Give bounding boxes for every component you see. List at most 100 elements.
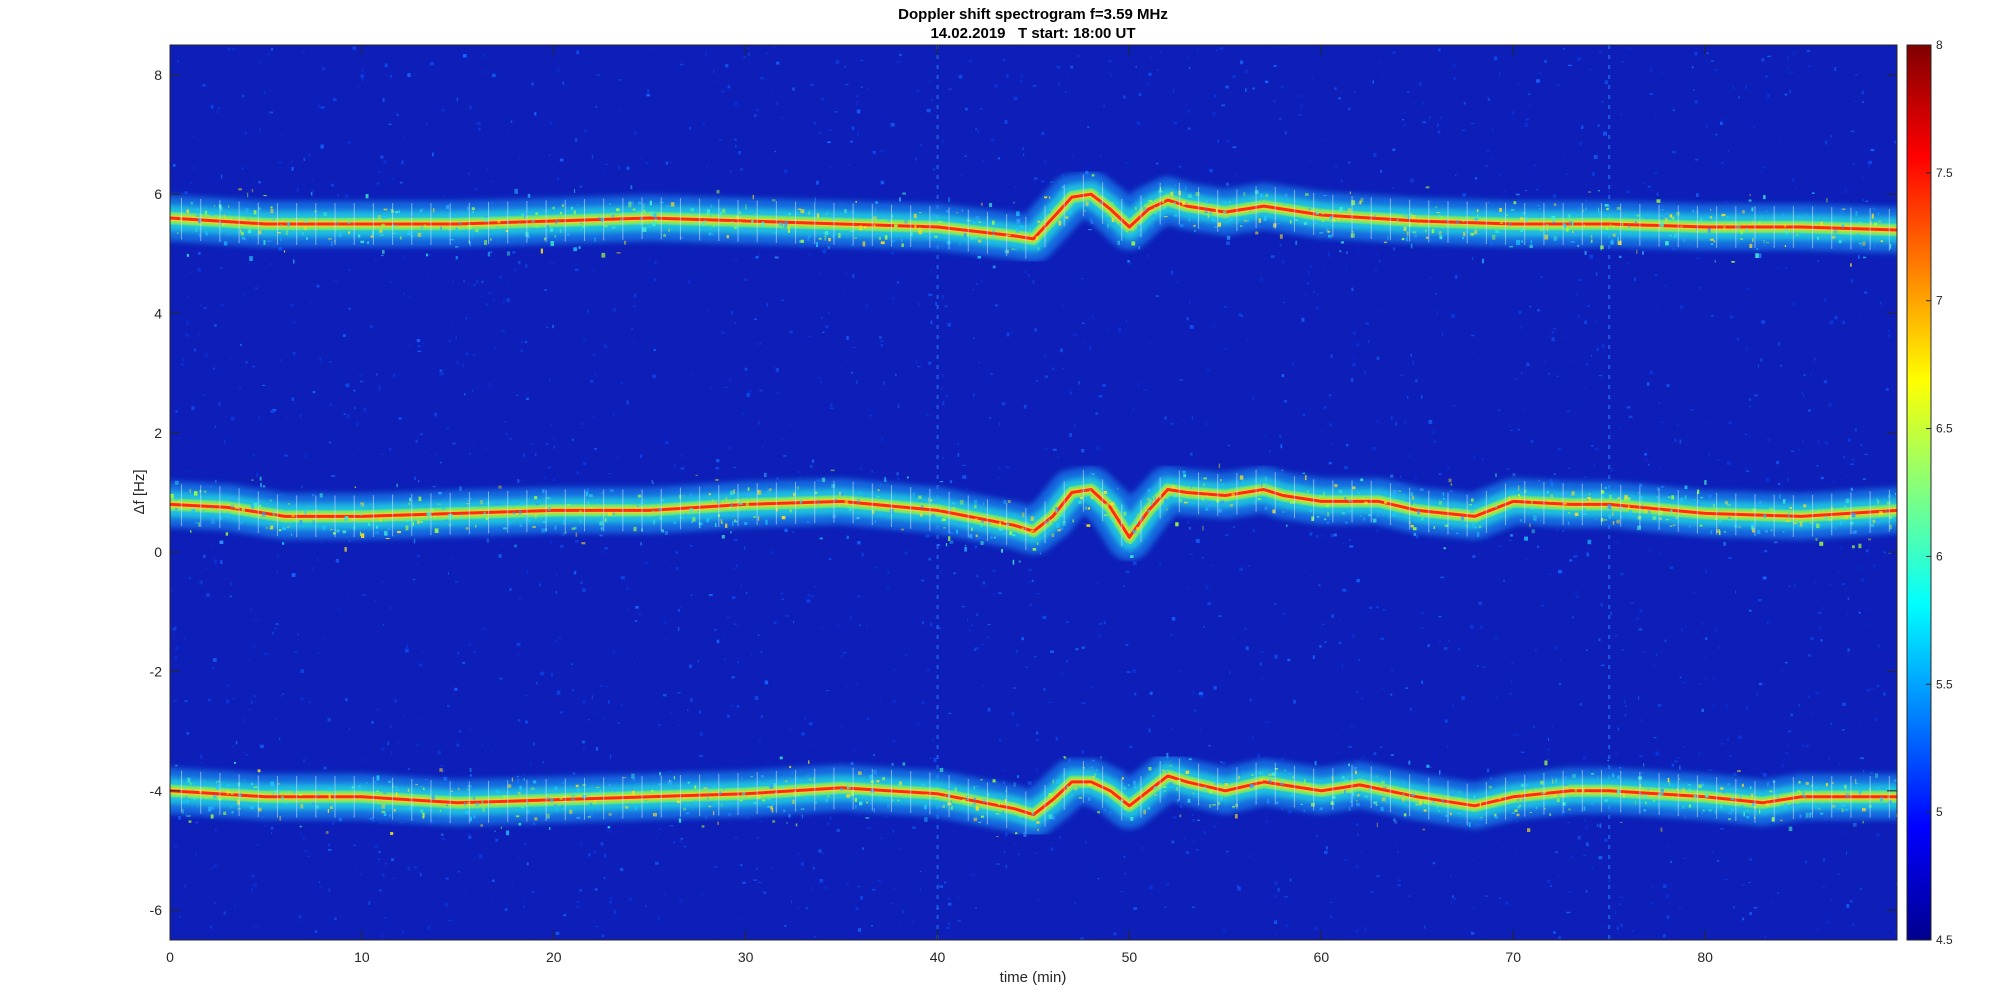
- noise-speckle: [1346, 444, 1349, 447]
- noise-speckle: [426, 122, 428, 125]
- noise-speckle: [1044, 448, 1048, 450]
- trace-speckle: [1341, 512, 1346, 515]
- noise-speckle: [282, 693, 284, 696]
- noise-speckle: [1724, 878, 1728, 880]
- trace-speckle: [612, 214, 615, 218]
- trace-speckle: [1516, 240, 1520, 245]
- trace-speckle: [761, 799, 766, 802]
- trace-speckle: [438, 491, 442, 495]
- noise-speckle: [557, 177, 560, 181]
- noise-speckle: [1436, 310, 1439, 314]
- trace-speckle: [993, 234, 995, 238]
- noise-speckle: [607, 700, 610, 704]
- noise-speckle: [1566, 410, 1570, 413]
- noise-speckle: [214, 425, 216, 428]
- noise-speckle: [1657, 704, 1662, 707]
- noise-speckle: [1514, 853, 1517, 856]
- trace-speckle: [632, 208, 636, 211]
- trace-speckle: [918, 212, 922, 214]
- noise-speckle: [439, 372, 444, 376]
- trace-speckle: [1648, 510, 1651, 515]
- trace-speckle: [177, 501, 181, 503]
- trace-speckle: [525, 515, 528, 520]
- noise-speckle: [1081, 449, 1085, 453]
- trace-speckle: [1276, 223, 1281, 225]
- noise-speckle: [713, 69, 715, 73]
- trace-speckle: [1830, 530, 1832, 532]
- noise-speckle: [1600, 603, 1603, 607]
- noise-speckle: [775, 367, 779, 372]
- noise-speckle: [1488, 99, 1491, 101]
- noise-speckle: [891, 252, 894, 255]
- trace-speckle: [1099, 201, 1103, 205]
- trace-speckle: [1435, 206, 1437, 209]
- trace-speckle: [1048, 793, 1053, 797]
- noise-speckle: [348, 141, 351, 144]
- trace-speckle: [1284, 193, 1288, 199]
- noise-speckle: [1397, 884, 1401, 887]
- trace-speckle: [1676, 513, 1678, 515]
- noise-speckle: [644, 561, 649, 565]
- noise-speckle: [302, 836, 306, 840]
- trace-speckle: [974, 500, 978, 505]
- noise-speckle: [1356, 690, 1359, 693]
- noise-speckle: [1759, 682, 1763, 686]
- trace-speckle: [800, 500, 802, 503]
- noise-speckle: [1251, 396, 1255, 401]
- trace-speckle: [1052, 816, 1055, 820]
- trace-speckle: [249, 256, 253, 261]
- trace-speckle: [1855, 211, 1858, 216]
- noise-speckle: [844, 66, 847, 68]
- noise-speckle: [957, 442, 960, 446]
- trace-speckle: [571, 527, 576, 530]
- noise-speckle: [1429, 766, 1432, 768]
- trace-speckle: [1660, 788, 1664, 793]
- noise-speckle: [1227, 444, 1230, 447]
- trace-speckle: [1540, 780, 1544, 785]
- noise-speckle: [1661, 430, 1663, 432]
- trace-speckle: [348, 220, 351, 224]
- trace-speckle: [328, 794, 331, 800]
- noise-speckle: [734, 101, 738, 106]
- trace-speckle: [1102, 516, 1106, 518]
- trace-speckle: [524, 213, 526, 219]
- noise-speckle: [1203, 831, 1206, 834]
- noise-speckle: [932, 738, 934, 743]
- trace-speckle: [686, 812, 690, 814]
- trace-speckle: [1419, 488, 1424, 491]
- noise-speckle: [869, 70, 871, 73]
- trace-speckle: [1634, 800, 1636, 805]
- trace-speckle: [1720, 787, 1724, 790]
- noise-speckle: [1554, 851, 1559, 854]
- trace-speckle: [846, 535, 849, 540]
- noise-speckle: [1616, 926, 1619, 931]
- trace-speckle: [1545, 781, 1547, 783]
- trace-speckle: [259, 476, 262, 481]
- trace-speckle: [1209, 804, 1212, 808]
- noise-speckle: [1822, 605, 1824, 610]
- trace-speckle: [1127, 260, 1130, 263]
- noise-speckle: [1357, 833, 1359, 836]
- noise-speckle: [1470, 311, 1473, 314]
- noise-speckle: [1654, 115, 1657, 117]
- noise-speckle: [1620, 923, 1623, 928]
- trace-speckle: [1417, 510, 1420, 515]
- noise-speckle: [529, 762, 532, 766]
- noise-speckle: [1097, 394, 1100, 398]
- noise-speckle: [1798, 447, 1801, 451]
- noise-speckle: [1887, 334, 1891, 338]
- trace-speckle: [1422, 507, 1424, 509]
- trace-speckle: [1598, 207, 1600, 212]
- noise-speckle: [1324, 641, 1327, 643]
- trace-speckle: [789, 765, 792, 768]
- noise-speckle: [1016, 723, 1020, 727]
- noise-speckle: [1156, 69, 1159, 72]
- trace-speckle: [1858, 221, 1863, 223]
- trace-speckle: [1831, 235, 1836, 239]
- trace-speckle: [723, 788, 725, 791]
- noise-speckle: [1558, 936, 1561, 939]
- noise-speckle: [641, 343, 646, 345]
- noise-speckle: [1775, 461, 1780, 465]
- trace-speckle: [819, 537, 823, 540]
- trace-speckle: [813, 777, 815, 782]
